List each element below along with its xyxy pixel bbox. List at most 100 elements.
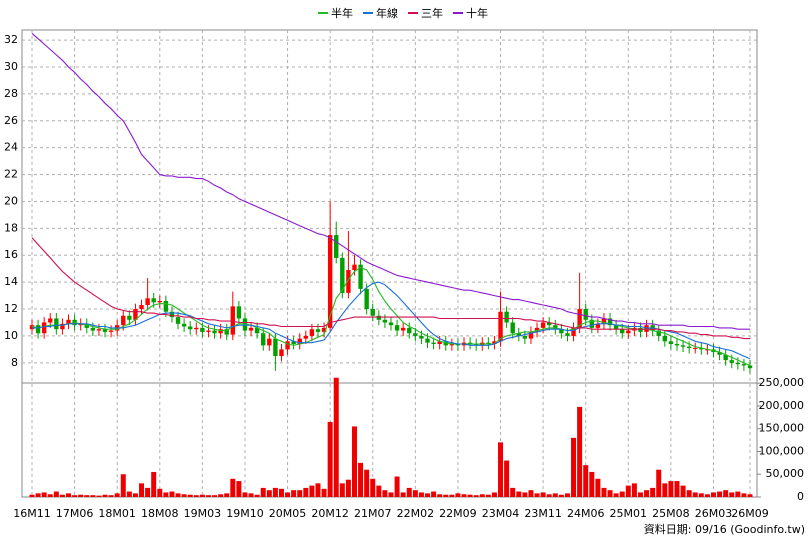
volume-bar bbox=[528, 490, 534, 497]
x-tick-label: 19M03 bbox=[184, 507, 222, 520]
volume-bar bbox=[175, 493, 181, 497]
volume-bar bbox=[333, 377, 339, 497]
candle-body bbox=[553, 325, 558, 330]
volume-bar bbox=[552, 493, 558, 497]
volume-bar bbox=[735, 491, 741, 497]
x-tick-label: 24M06 bbox=[567, 507, 605, 520]
volume-bar bbox=[431, 491, 437, 497]
candle-body bbox=[443, 341, 448, 346]
candle-body bbox=[212, 330, 217, 334]
candle-body bbox=[425, 338, 430, 343]
volume-bar bbox=[644, 490, 650, 497]
volume-bar bbox=[272, 487, 278, 497]
volume-bar bbox=[698, 493, 704, 497]
volume-bar bbox=[309, 485, 315, 497]
y-tick-label: 32 bbox=[4, 33, 18, 46]
candle-body bbox=[334, 235, 339, 258]
candle-body bbox=[699, 348, 704, 350]
volume-bar bbox=[96, 495, 102, 497]
candle-body bbox=[188, 326, 193, 330]
volume-bar bbox=[717, 491, 723, 497]
candle-body bbox=[662, 335, 668, 342]
candle-body bbox=[358, 264, 363, 289]
candle-body bbox=[327, 235, 333, 328]
volume-bar bbox=[613, 493, 619, 497]
candle-body bbox=[291, 341, 296, 345]
volume-bar bbox=[199, 494, 205, 497]
volume-bar bbox=[278, 488, 284, 497]
y-tick-label: 16 bbox=[4, 248, 18, 261]
volume-bar bbox=[224, 493, 230, 497]
volume-bar bbox=[303, 487, 309, 497]
candle-body bbox=[364, 288, 369, 310]
volume-bar bbox=[425, 493, 431, 497]
candle-body bbox=[407, 327, 412, 334]
candle-body bbox=[455, 344, 461, 346]
volume-bar bbox=[285, 492, 291, 497]
volume-bar bbox=[498, 442, 504, 497]
candle-body bbox=[370, 309, 375, 316]
volume-bar bbox=[589, 471, 595, 497]
y-tick-label: 20 bbox=[4, 194, 18, 207]
volume-bar bbox=[674, 481, 680, 497]
volume-bar bbox=[662, 483, 668, 497]
volume-tick-label: 100,000 bbox=[759, 444, 805, 457]
legend-label: 半年 bbox=[331, 6, 353, 20]
candle-body bbox=[261, 333, 266, 346]
volume-bar bbox=[212, 495, 218, 497]
volume-bar bbox=[571, 437, 577, 497]
volume-bar bbox=[248, 493, 254, 497]
ma-line bbox=[31, 237, 750, 340]
volume-bar bbox=[686, 490, 692, 497]
candle-body bbox=[577, 309, 582, 328]
candle-body bbox=[504, 311, 509, 323]
volume-bar bbox=[637, 492, 643, 497]
volume-bar bbox=[583, 465, 589, 497]
volume-bar bbox=[218, 494, 224, 497]
volume-bar bbox=[485, 494, 491, 497]
candle-body bbox=[181, 323, 187, 327]
x-tick-label: 26M03 bbox=[695, 507, 733, 520]
candle-body bbox=[267, 338, 272, 346]
volume-bar bbox=[108, 495, 114, 497]
volume-bar bbox=[84, 495, 90, 497]
volume-bar bbox=[35, 493, 41, 497]
y-tick-label: 28 bbox=[4, 87, 18, 100]
candle-body bbox=[547, 322, 552, 326]
volume-bar bbox=[41, 492, 47, 497]
candle-body bbox=[151, 298, 156, 303]
volume-bar bbox=[400, 492, 406, 497]
candle-body bbox=[723, 354, 728, 361]
x-tick-label: 22M02 bbox=[397, 507, 435, 520]
x-tick-label: 22M09 bbox=[439, 507, 477, 520]
candle-body bbox=[163, 300, 169, 312]
volume-bar bbox=[181, 494, 187, 497]
candle-body bbox=[510, 322, 515, 334]
volume-tick-label: 250,000 bbox=[759, 376, 805, 389]
candle-body bbox=[90, 327, 96, 331]
volume-bar bbox=[78, 494, 84, 497]
candle-body bbox=[571, 327, 576, 336]
volume-bar bbox=[236, 481, 242, 497]
candle-body bbox=[686, 346, 692, 349]
volume-bar bbox=[242, 492, 248, 497]
volume-bar bbox=[297, 490, 303, 497]
candle-body bbox=[273, 338, 278, 357]
candle-body bbox=[315, 329, 321, 332]
candle-body bbox=[376, 315, 382, 320]
candle-body bbox=[437, 341, 442, 345]
volume-bar bbox=[443, 494, 449, 497]
volume-bar bbox=[254, 494, 260, 497]
volume-bar bbox=[394, 476, 400, 497]
volume-bar bbox=[126, 491, 132, 497]
candle-body bbox=[516, 333, 521, 336]
candle-body bbox=[60, 323, 65, 330]
candle-body bbox=[601, 318, 607, 324]
legend: 半年 年線 三年 十年 bbox=[318, 6, 488, 20]
y-tick-label: 18 bbox=[4, 221, 18, 234]
volume-bar bbox=[382, 490, 388, 497]
candle-body bbox=[236, 306, 242, 319]
candle-body bbox=[66, 319, 71, 324]
volume-bar bbox=[66, 493, 72, 497]
